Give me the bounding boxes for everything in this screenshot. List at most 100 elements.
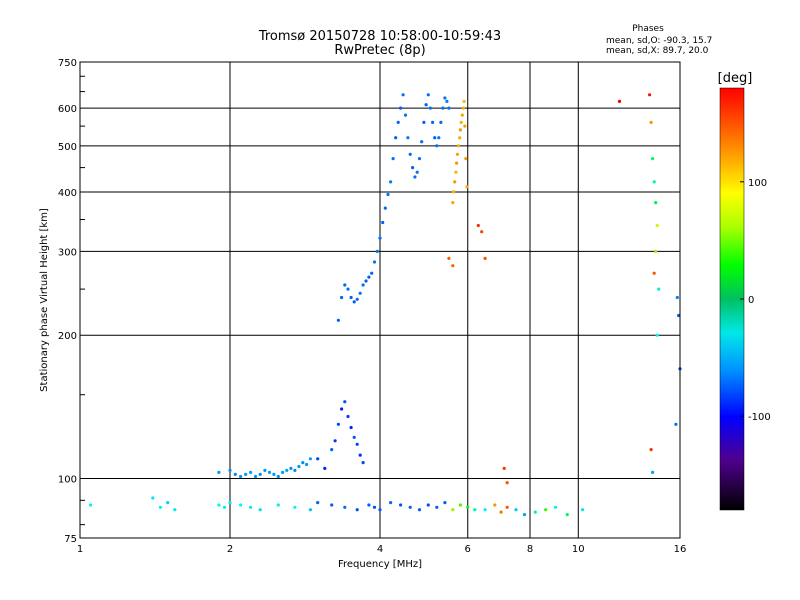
data-point xyxy=(267,470,272,474)
data-point xyxy=(522,513,527,517)
data-point xyxy=(505,505,509,509)
data-point xyxy=(649,120,653,124)
data-point xyxy=(657,287,661,291)
data-point xyxy=(422,120,426,124)
data-point xyxy=(408,152,412,156)
data-point xyxy=(415,170,419,174)
data-point xyxy=(455,152,459,156)
x-tick-label: 16 xyxy=(674,544,687,555)
colorbar-tick-label: -100 xyxy=(748,412,771,423)
data-point xyxy=(333,439,337,443)
data-point xyxy=(403,113,408,117)
data-point xyxy=(439,120,443,124)
data-point xyxy=(352,300,356,304)
data-point xyxy=(456,144,461,148)
data-point xyxy=(417,157,422,161)
data-point xyxy=(447,256,451,260)
data-point xyxy=(544,508,548,512)
data-point xyxy=(651,157,655,161)
data-point xyxy=(217,470,221,474)
data-point xyxy=(465,185,469,189)
data-point xyxy=(378,508,382,512)
data-point xyxy=(396,120,400,124)
data-point xyxy=(297,464,301,469)
data-point xyxy=(289,466,293,470)
plot-frame xyxy=(79,61,681,539)
data-point xyxy=(383,206,387,210)
data-point xyxy=(355,297,359,301)
data-point xyxy=(375,249,379,253)
data-point xyxy=(399,106,403,110)
data-point xyxy=(505,481,509,485)
data-point xyxy=(151,496,155,500)
data-point xyxy=(285,468,289,472)
x-tick-label: 8 xyxy=(527,544,533,555)
data-point xyxy=(336,422,340,426)
data-point xyxy=(458,128,462,132)
data-point xyxy=(301,461,305,465)
data-point xyxy=(454,170,458,174)
data-point xyxy=(445,99,449,103)
data-point xyxy=(514,508,518,512)
data-point xyxy=(233,472,237,476)
data-point xyxy=(483,256,487,260)
data-point xyxy=(293,505,297,509)
data-point xyxy=(293,468,297,472)
data-point xyxy=(173,508,177,512)
data-point xyxy=(249,470,253,474)
data-point xyxy=(649,448,653,452)
data-point xyxy=(675,295,679,300)
data-point xyxy=(654,201,658,205)
data-point xyxy=(361,461,365,465)
data-point xyxy=(352,435,356,439)
data-point xyxy=(451,264,455,268)
data-point xyxy=(435,144,439,148)
data-point xyxy=(502,466,506,470)
data-point xyxy=(244,472,248,476)
data-point xyxy=(452,190,456,194)
data-point xyxy=(308,508,312,512)
data-point xyxy=(394,136,398,140)
data-point xyxy=(258,508,262,512)
data-point xyxy=(166,501,170,505)
data-point xyxy=(308,457,312,461)
data-point xyxy=(336,318,340,322)
y-axis-label: Stationary phase Virtual Height [km] xyxy=(39,208,50,392)
data-point xyxy=(652,180,656,184)
x-tick-labels: 1 2 4 6 8 10 16 xyxy=(77,544,687,555)
data-point xyxy=(346,287,350,291)
data-point xyxy=(358,291,362,295)
x-axis-label: Frequency [MHz] xyxy=(338,559,422,570)
data-point xyxy=(355,442,359,446)
data-point xyxy=(463,124,467,128)
data-point xyxy=(648,93,652,97)
data-point xyxy=(426,93,430,97)
data-point xyxy=(272,472,276,476)
data-point xyxy=(367,503,371,507)
chart-title: Tromsø 20150728 10:58:00-10:59:43 xyxy=(258,29,501,44)
data-point xyxy=(437,136,441,140)
data-point xyxy=(677,313,681,318)
data-point xyxy=(364,279,368,283)
data-point xyxy=(361,283,365,287)
colorbar-tick-label: 100 xyxy=(748,178,767,189)
data-point xyxy=(323,466,327,470)
data-point xyxy=(372,505,377,509)
y-tick-label: 200 xyxy=(58,331,77,342)
data-point xyxy=(617,99,622,103)
data-point xyxy=(389,180,393,184)
data-point xyxy=(389,501,393,505)
data-point xyxy=(433,136,437,140)
data-point xyxy=(499,510,503,514)
y-tick-label: 400 xyxy=(58,188,77,199)
data-point xyxy=(158,505,162,509)
data-point xyxy=(441,106,445,110)
data-point xyxy=(581,508,585,512)
data-point xyxy=(391,157,395,161)
data-point xyxy=(451,201,455,205)
data-point xyxy=(305,462,309,467)
x-tick-label: 1 xyxy=(77,544,83,555)
data-point xyxy=(413,175,417,179)
data-point xyxy=(462,99,466,103)
colorbar-tick-label: 0 xyxy=(748,295,754,306)
